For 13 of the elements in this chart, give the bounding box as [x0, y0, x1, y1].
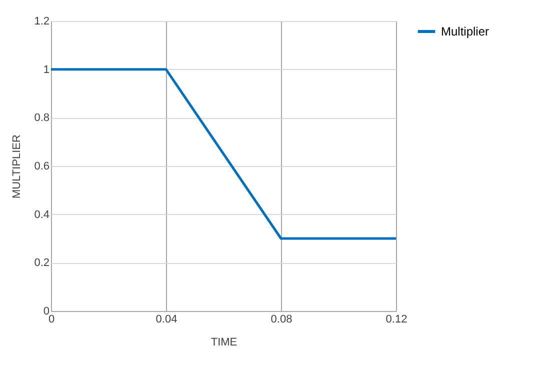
x-axis-title: TIME: [210, 336, 238, 348]
y-tick-label: 0: [43, 306, 50, 318]
x-tick-label: 0.08: [270, 314, 292, 326]
x-tick-label: 0.04: [156, 314, 178, 326]
y-tick-label: 0.6: [34, 160, 50, 172]
y-tick-label: 0.2: [34, 257, 50, 270]
y-tick-label: 1.2: [34, 16, 50, 28]
y-axis-title: MULTIPLIER: [11, 134, 24, 198]
legend-label: Multiplier: [441, 24, 490, 38]
y-tick-label: 1: [43, 64, 50, 76]
y-tick-label: 0.8: [34, 112, 50, 124]
y-tick-label: 0.4: [34, 208, 50, 221]
x-tick-label: 0.12: [386, 314, 408, 326]
